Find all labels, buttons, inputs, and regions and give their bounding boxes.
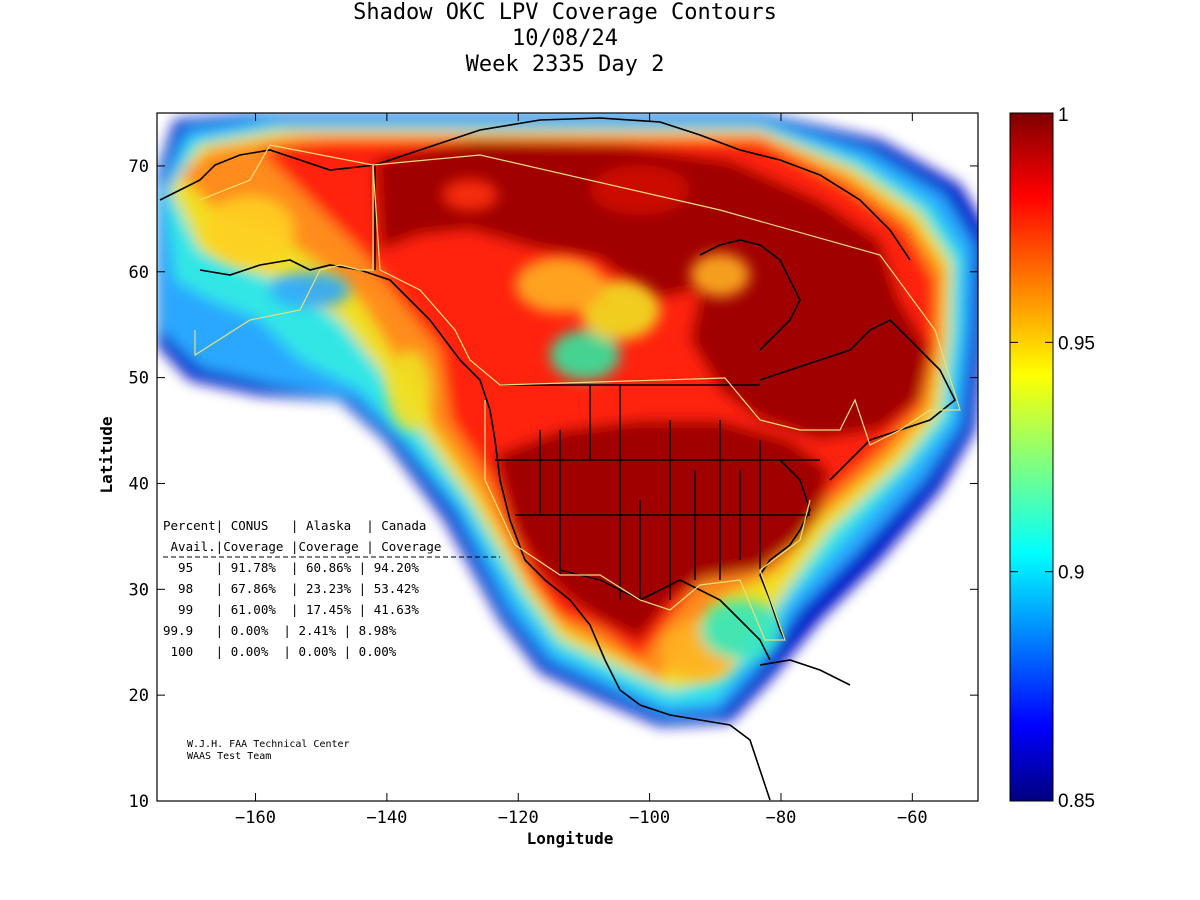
x-tick-label: −160 bbox=[235, 808, 276, 828]
contour-high-north bbox=[375, 140, 930, 440]
x-tick-label: −60 bbox=[897, 808, 928, 828]
chart-week-day: Week 2335 Day 2 bbox=[465, 52, 665, 77]
y-tick-label: 40 bbox=[129, 474, 149, 494]
x-tick-label: −120 bbox=[498, 808, 539, 828]
stats-header-1: Percent| CONUS | Alaska | Canada bbox=[163, 518, 426, 533]
y-tick-label: 20 bbox=[129, 686, 149, 706]
y-tick-label: 30 bbox=[129, 580, 149, 600]
credit-block: W.J.H. FAA Technical Center WAAS Test Te… bbox=[187, 739, 350, 762]
x-tick-label: −140 bbox=[366, 808, 407, 828]
colorbar-tick-label: 0.95 bbox=[1058, 333, 1095, 354]
x-tick-label: −80 bbox=[766, 808, 797, 828]
credit-line-1: W.J.H. FAA Technical Center bbox=[187, 739, 350, 750]
y-axis: 10 20 30 40 50 60 70 bbox=[129, 157, 978, 812]
colorbar-tick-label: 0.85 bbox=[1058, 791, 1095, 812]
x-axis-label: Longitude bbox=[527, 829, 614, 848]
coastlines bbox=[159, 117, 957, 801]
y-axis-label: Latitude bbox=[97, 416, 116, 493]
coverage-stats-table: Percent| CONUS | Alaska | Canada Avail.|… bbox=[163, 518, 500, 659]
y-tick-label: 50 bbox=[129, 369, 149, 389]
x-tick-label: −100 bbox=[629, 808, 670, 828]
colorbar-ticks: 1 0.95 0.9 0.85 bbox=[1010, 105, 1095, 812]
colorbar bbox=[1009, 112, 1054, 802]
coverage-contours bbox=[157, 113, 978, 801]
stats-row: 100 | 0.00% | 0.00% | 0.00% bbox=[163, 644, 397, 659]
colorbar-tick-label: 1 bbox=[1058, 105, 1069, 126]
chart-title: Shadow OKC LPV Coverage Contours bbox=[353, 0, 777, 25]
stats-row: 95 | 91.78% | 60.86% | 94.20% bbox=[163, 560, 419, 575]
stats-row: 99.9 | 0.00% | 2.41% | 8.98% bbox=[163, 623, 397, 638]
contour-high-conus bbox=[495, 420, 830, 640]
y-tick-label: 70 bbox=[129, 157, 149, 177]
state-borders bbox=[374, 165, 820, 601]
chart-date: 10/08/24 bbox=[512, 26, 618, 51]
y-tick-label: 10 bbox=[129, 792, 149, 812]
colorbar-tick-label: 0.9 bbox=[1058, 563, 1084, 584]
service-volume bbox=[194, 144, 961, 641]
stats-header-2: Avail.|Coverage |Coverage | Coverage bbox=[163, 539, 441, 554]
plot-frame bbox=[156, 112, 979, 802]
x-axis: −160 −140 −120 −100 −80 −60 bbox=[235, 113, 928, 828]
credit-line-2: WAAS Test Team bbox=[187, 751, 271, 762]
stats-row: 98 | 67.86% | 23.23% | 53.42% bbox=[163, 581, 419, 596]
y-tick-label: 60 bbox=[129, 263, 149, 283]
stats-row: 99 | 61.00% | 17.45% | 41.63% bbox=[163, 602, 419, 617]
